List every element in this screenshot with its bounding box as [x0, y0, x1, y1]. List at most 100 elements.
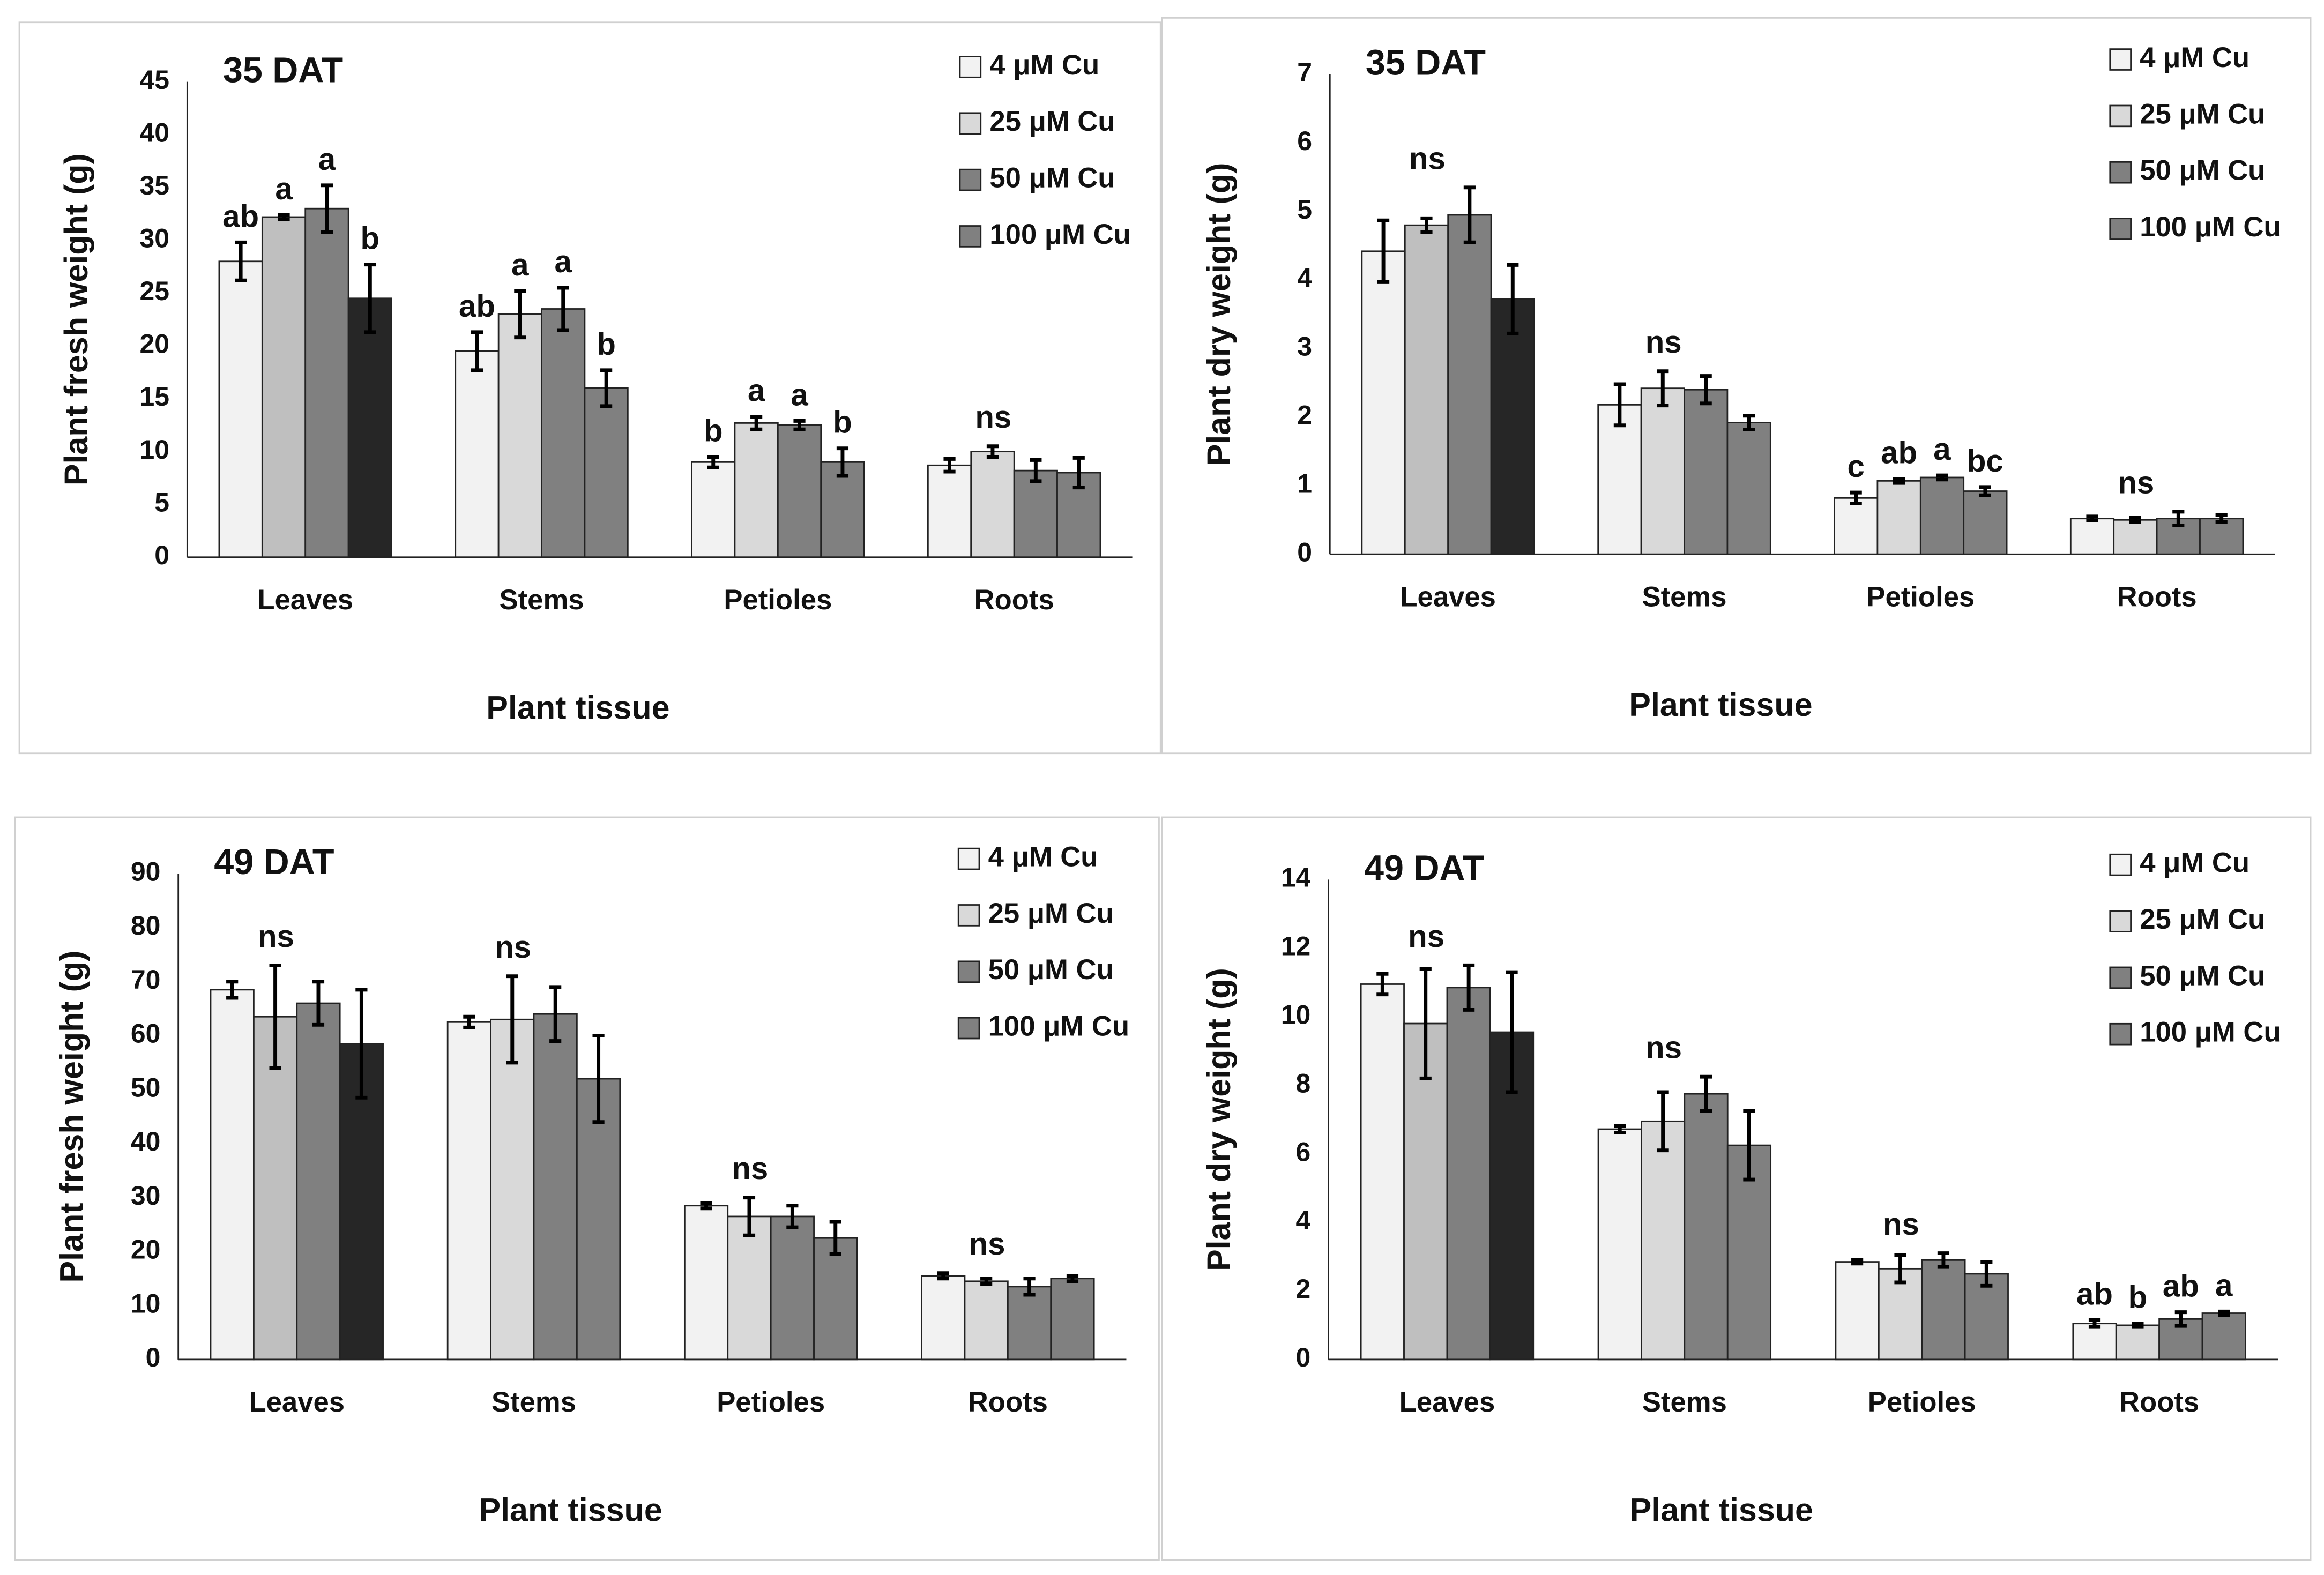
bar — [2199, 518, 2244, 555]
y-tick-label: 60 — [131, 1019, 161, 1049]
y-tick-label: 50 — [131, 1072, 161, 1102]
legend-label: 100 μM Cu — [988, 1011, 1129, 1042]
legend-label: 4 μM Cu — [2140, 847, 2249, 879]
error-bar — [1420, 216, 1433, 234]
x-tick-label: Leaves — [1399, 1386, 1495, 1418]
error-bar — [355, 988, 368, 1100]
legend-label: 50 μM Cu — [988, 954, 1114, 986]
group-label: ns — [258, 919, 294, 954]
significance-label: a — [1933, 432, 1951, 467]
x-tick-label: Petioles — [724, 584, 832, 616]
bar — [1446, 987, 1491, 1361]
bar — [734, 422, 779, 558]
bar — [1597, 404, 1642, 555]
y-tick-label: 6 — [1297, 126, 1312, 156]
bar — [1921, 1259, 1966, 1361]
bar — [1919, 476, 1965, 555]
error-bar — [269, 964, 281, 1070]
x-axis-title: Plant tissue — [486, 689, 669, 726]
chart-title: 49 DAT — [214, 842, 334, 882]
bar — [970, 451, 1015, 558]
bar — [1684, 1093, 1729, 1361]
y-tick-label: 2 — [1295, 1274, 1310, 1304]
error-bar — [1936, 473, 1948, 482]
error-bar — [786, 1204, 799, 1229]
bar — [1361, 250, 1406, 555]
error-bar — [2088, 1318, 2101, 1329]
x-axis-title: Plant tissue — [1630, 1492, 1813, 1528]
y-tick-label: 1 — [1297, 468, 1312, 498]
bar — [210, 989, 255, 1361]
chart-panel: 0 10 20 30 40 50 60 70 80 90 Leaves ns Stems ns Petiol… — [14, 816, 1160, 1561]
bar — [1013, 469, 1058, 558]
y-tick-label: 5 — [154, 487, 169, 517]
panel-frame — [1161, 17, 2312, 755]
legend-swatch — [957, 847, 980, 870]
bar — [1490, 298, 1535, 555]
error-bar — [2086, 514, 2098, 523]
error-bar — [2215, 513, 2228, 524]
y-tick-label: 14 — [1281, 863, 1311, 893]
error-bar — [235, 240, 247, 282]
y-tick-label: 30 — [140, 223, 170, 253]
significance-label: b — [597, 327, 616, 362]
y-tick-label: 3 — [1297, 332, 1312, 362]
bar — [261, 216, 307, 558]
y-tick-label: 80 — [131, 910, 161, 940]
y-tick-label: 30 — [131, 1181, 161, 1211]
bar — [490, 1018, 535, 1361]
legend-label: 100 μM Cu — [989, 219, 1130, 250]
error-bar — [1072, 456, 1085, 490]
legend-swatch — [2109, 853, 2132, 876]
y-tick-label: 8 — [1295, 1068, 1310, 1098]
bar — [2113, 519, 2158, 555]
significance-label: ab — [222, 199, 259, 234]
legend-swatch — [959, 56, 982, 78]
bar — [497, 313, 542, 558]
legend-swatch — [2109, 218, 2132, 240]
significance-label: ab — [459, 289, 495, 324]
error-bar — [1419, 967, 1432, 1080]
error-bar — [514, 289, 526, 340]
significance-label: a — [275, 171, 293, 206]
bar — [1835, 1261, 1880, 1361]
legend-label: 4 μM Cu — [989, 49, 1099, 81]
y-tick-label: 0 — [1295, 1342, 1310, 1372]
error-bar — [1613, 382, 1626, 428]
significance-label: a — [2215, 1268, 2233, 1303]
group-label: ns — [2118, 465, 2154, 500]
bar — [1050, 1278, 1095, 1361]
x-tick-label: Roots — [2119, 1386, 2199, 1418]
error-bar — [1376, 972, 1389, 997]
error-bar — [1657, 1090, 1669, 1153]
bar — [455, 350, 500, 558]
error-bar — [2174, 1310, 2187, 1328]
error-bar — [1030, 458, 1042, 483]
error-bar — [793, 419, 806, 431]
error-bar — [557, 286, 569, 332]
x-tick-label: Stems — [491, 1386, 576, 1418]
y-tick-label: 4 — [1295, 1205, 1310, 1235]
legend-label: 50 μM Cu — [2140, 155, 2265, 186]
bar — [1964, 1273, 2009, 1361]
y-axis-title: Plant fresh weight (g) — [54, 951, 90, 1283]
group-label: ns — [732, 1151, 768, 1186]
error-bar — [1614, 1124, 1626, 1134]
error-bar — [312, 980, 325, 1027]
error-bar — [750, 415, 763, 431]
bar — [1007, 1286, 1052, 1361]
y-tick-label: 6 — [1295, 1137, 1310, 1167]
x-tick-label: Stems — [1642, 1386, 1727, 1418]
x-tick-label: Stems — [1642, 581, 1726, 613]
significance-label: a — [791, 377, 808, 412]
error-bar — [836, 446, 849, 478]
y-tick-label: 0 — [146, 1342, 161, 1372]
error-bar — [1463, 963, 1475, 1012]
bar — [584, 387, 629, 558]
x-tick-label: Leaves — [257, 584, 353, 616]
bar — [2115, 1324, 2160, 1361]
significance-label: c — [1848, 449, 1865, 484]
error-bar — [278, 213, 290, 221]
